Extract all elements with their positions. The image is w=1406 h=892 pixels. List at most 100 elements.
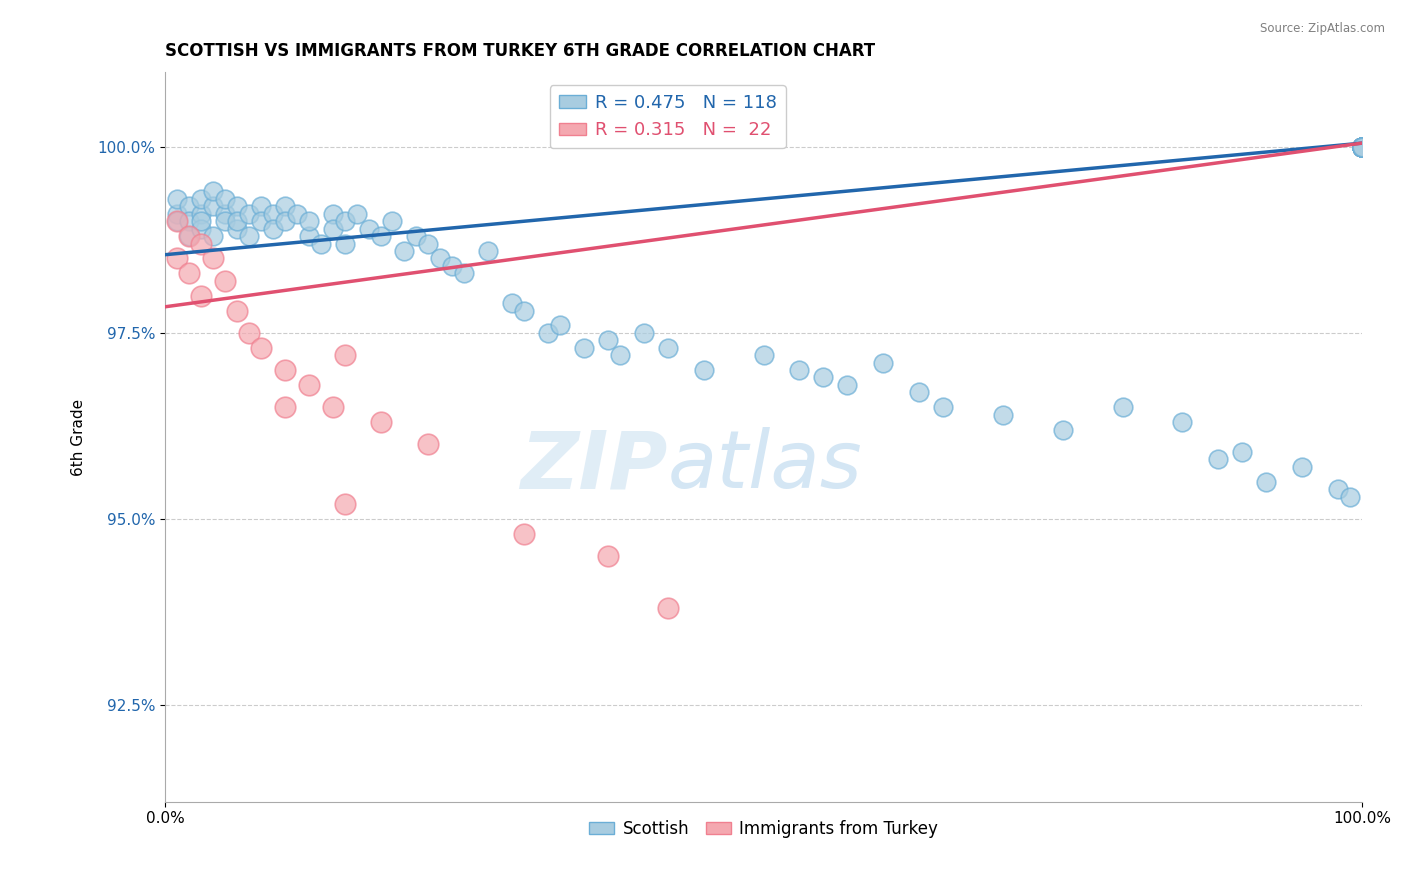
Point: [333, 214, 356, 228]
Point: [908, 385, 931, 400]
Point: [298, 229, 321, 244]
Point: [657, 341, 679, 355]
Point: [238, 326, 260, 340]
Point: [250, 199, 273, 213]
Point: [1351, 140, 1374, 154]
Point: [1351, 140, 1374, 154]
Point: [837, 378, 859, 392]
Point: [346, 207, 368, 221]
Point: [322, 221, 344, 235]
Point: [262, 207, 284, 221]
Point: [1339, 490, 1361, 504]
Text: atlas: atlas: [668, 427, 862, 505]
Point: [1351, 140, 1374, 154]
Point: [1351, 140, 1374, 154]
Point: [572, 341, 595, 355]
Point: [166, 214, 188, 228]
Point: [333, 497, 356, 511]
Y-axis label: 6th Grade: 6th Grade: [72, 399, 86, 475]
Point: [1351, 140, 1374, 154]
Point: [225, 214, 247, 228]
Point: [429, 252, 451, 266]
Point: [1351, 140, 1374, 154]
Point: [1351, 140, 1374, 154]
Point: [477, 244, 499, 258]
Point: [370, 229, 392, 244]
Point: [932, 401, 955, 415]
Point: [1351, 140, 1374, 154]
Point: [201, 199, 224, 213]
Point: [166, 192, 188, 206]
Legend: Scottish, Immigrants from Turkey: Scottish, Immigrants from Turkey: [582, 813, 945, 845]
Point: [1351, 140, 1374, 154]
Point: [166, 214, 188, 228]
Point: [1351, 140, 1374, 154]
Text: Source: ZipAtlas.com: Source: ZipAtlas.com: [1260, 22, 1385, 36]
Point: [225, 221, 247, 235]
Point: [789, 363, 811, 377]
Point: [333, 236, 356, 251]
Point: [1208, 452, 1230, 467]
Point: [394, 244, 416, 258]
Point: [166, 207, 188, 221]
Text: ZIP: ZIP: [520, 427, 668, 505]
Point: [285, 207, 308, 221]
Point: [370, 415, 392, 429]
Point: [201, 252, 224, 266]
Point: [991, 408, 1014, 422]
Point: [1351, 140, 1374, 154]
Point: [1351, 140, 1374, 154]
Point: [752, 348, 775, 362]
Point: [274, 363, 297, 377]
Point: [1351, 140, 1374, 154]
Point: [274, 401, 297, 415]
Point: [1351, 140, 1374, 154]
Point: [1327, 482, 1350, 496]
Point: [1351, 140, 1374, 154]
Point: [1256, 475, 1278, 489]
Point: [190, 288, 212, 302]
Point: [238, 207, 260, 221]
Point: [1351, 140, 1374, 154]
Point: [513, 526, 536, 541]
Point: [609, 348, 631, 362]
Point: [381, 214, 404, 228]
Point: [1351, 140, 1374, 154]
Point: [418, 437, 440, 451]
Point: [1351, 140, 1374, 154]
Point: [1111, 401, 1133, 415]
Point: [1171, 415, 1194, 429]
Point: [190, 192, 212, 206]
Text: SCOTTISH VS IMMIGRANTS FROM TURKEY 6TH GRADE CORRELATION CHART: SCOTTISH VS IMMIGRANTS FROM TURKEY 6TH G…: [165, 42, 875, 60]
Point: [548, 318, 571, 333]
Point: [177, 266, 200, 280]
Point: [190, 207, 212, 221]
Point: [201, 185, 224, 199]
Point: [1351, 140, 1374, 154]
Point: [298, 378, 321, 392]
Point: [166, 252, 188, 266]
Point: [298, 214, 321, 228]
Point: [1351, 140, 1374, 154]
Point: [1351, 140, 1374, 154]
Point: [250, 341, 273, 355]
Point: [692, 363, 714, 377]
Point: [190, 221, 212, 235]
Point: [1351, 140, 1374, 154]
Point: [1351, 140, 1374, 154]
Point: [405, 229, 427, 244]
Point: [657, 601, 679, 615]
Point: [596, 333, 619, 347]
Point: [1351, 140, 1374, 154]
Point: [1351, 140, 1374, 154]
Point: [1351, 140, 1374, 154]
Point: [1351, 140, 1374, 154]
Point: [1351, 140, 1374, 154]
Point: [190, 214, 212, 228]
Point: [1351, 140, 1374, 154]
Point: [1351, 140, 1374, 154]
Point: [177, 229, 200, 244]
Point: [177, 229, 200, 244]
Point: [1351, 140, 1374, 154]
Point: [214, 192, 236, 206]
